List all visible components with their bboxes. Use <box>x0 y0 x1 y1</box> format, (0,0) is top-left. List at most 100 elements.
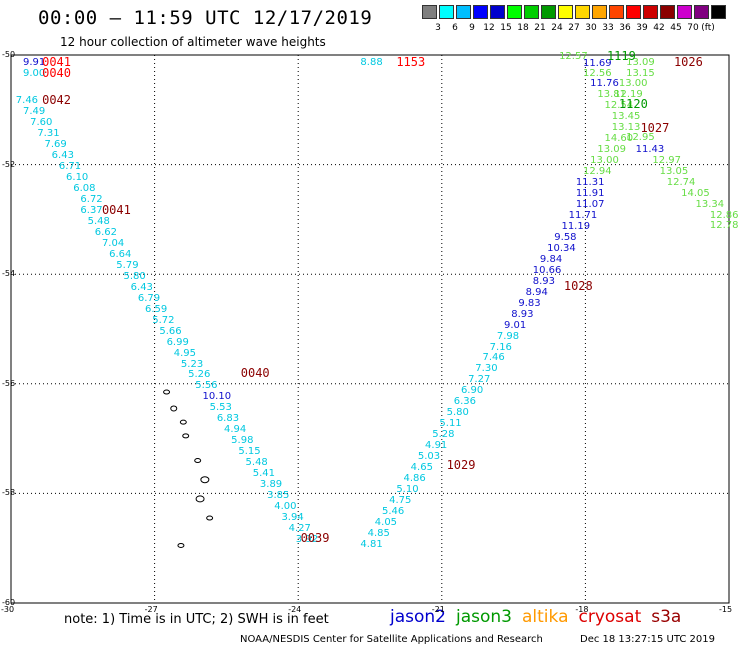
pass-time-label: 0039 <box>300 531 330 546</box>
scale-swatch <box>490 5 505 19</box>
wave-height-label: 5.56 <box>195 380 218 392</box>
pass-time-label: 0041 <box>42 54 72 69</box>
wave-height-label: 13.45 <box>611 111 641 123</box>
pass-time-label: 0041 <box>101 203 131 218</box>
wave-height-label: 6.10 <box>66 171 89 183</box>
footnote: note: 1) Time is in UTC; 2) SWH is in fe… <box>64 612 329 627</box>
island-outline <box>182 433 190 439</box>
wave-height-label: 6.71 <box>58 160 82 172</box>
wave-height-label: 7.49 <box>22 105 46 117</box>
island-outline <box>177 542 185 548</box>
island-outline <box>163 389 171 395</box>
wave-height-label: 4.86 <box>403 473 426 485</box>
scale-label: 70 <box>687 23 699 33</box>
credit-text: NOAA/NESDIS Center for Satellite Applica… <box>240 634 543 645</box>
scale-unit: (ft) <box>701 23 715 33</box>
scale-label: 15 <box>500 23 512 33</box>
pass-time-label: 0040 <box>240 365 270 380</box>
lon-tick-label: -18 <box>575 605 589 614</box>
scale-swatch <box>422 5 437 19</box>
scale-label: 18 <box>517 23 529 33</box>
wave-height-label: 5.48 <box>87 216 110 228</box>
island-outline <box>195 495 205 503</box>
plot-area: 9.91 9.00 7.46 7.49 7.60 7.31 7.69 6.43 6.71 6.10… <box>10 50 738 604</box>
scale-label: 24 <box>551 23 563 33</box>
wave-height-label: 13.00 <box>590 155 619 167</box>
wave-height-label: 6.83 <box>216 413 240 425</box>
wave-height-label: 4.27 <box>288 522 311 534</box>
wave-height-label: 13.81 <box>597 89 626 101</box>
wave-height-label: 4.00 <box>274 501 297 512</box>
lat-tick-label: -54 <box>2 269 16 279</box>
wave-height-label: 5.80 <box>446 407 469 419</box>
wave-height-label: 5.53 <box>209 402 232 414</box>
wave-height-label: 4.91 <box>425 440 448 452</box>
map-frame <box>10 54 730 604</box>
wave-height-label: 9.84 <box>539 253 563 265</box>
wave-height-label: 4.94 <box>224 424 247 436</box>
wave-height-label: 5.03 <box>417 451 441 463</box>
wave-height-label: 5.72 <box>152 314 175 326</box>
wave-height-label: 5.48 <box>245 457 268 469</box>
wave-height-label: 5.80 <box>123 270 146 282</box>
wave-height-label: 13.09 <box>626 56 655 68</box>
wave-height-label: 7.27 <box>468 374 491 386</box>
scale-swatch <box>558 5 573 19</box>
wave-height-label: 11.07 <box>575 199 605 211</box>
scale-swatch <box>439 5 454 19</box>
wave-height-label: 13.13 <box>611 122 641 134</box>
scale-label: 6 <box>452 23 458 33</box>
wave-height-label: 6.08 <box>73 182 96 194</box>
wave-height-label: 13.00 <box>618 78 648 90</box>
wave-height-label: 7.31 <box>37 127 60 139</box>
wave-height-label: 6.36 <box>453 396 477 408</box>
lon-tick-label: -15 <box>719 605 733 614</box>
wave-height-label: 6.43 <box>130 281 153 293</box>
wave-height-label: 5.26 <box>188 369 211 381</box>
pass-time-label: 1119 <box>606 49 636 64</box>
wave-height-label: 12.78 <box>709 219 739 231</box>
wave-height-label: 13.09 <box>597 144 626 156</box>
wave-height-label: 4.95 <box>173 347 196 359</box>
wave-height-label: 12.94 <box>583 166 612 178</box>
wave-height-label: 9.01 <box>504 319 527 331</box>
lon-tick-label: -30 <box>1 605 15 614</box>
wave-height-label: 6.72 <box>80 193 103 205</box>
scale-swatch <box>507 5 522 19</box>
wave-height-label: 11.43 <box>635 144 665 156</box>
scale-label: 33 <box>602 23 614 33</box>
wave-height-label: 14.60 <box>604 133 634 145</box>
lon-tick-label: -21 <box>431 605 445 614</box>
wave-height-label: 9.91 <box>22 56 46 68</box>
wave-height-label: 12.54 <box>604 100 634 112</box>
wave-height-label: 11.69 <box>583 57 612 69</box>
island-outline <box>170 405 178 412</box>
scale-swatch <box>592 5 607 19</box>
wave-height-label: 6.59 <box>145 303 168 315</box>
wave-height-label: 5.10 <box>396 484 419 496</box>
wave-height-label: 3.85 <box>267 490 290 502</box>
scale-label: 36 <box>619 23 631 33</box>
scale-swatch <box>609 5 624 19</box>
scale-label: 3 <box>435 23 441 33</box>
wave-height-label: 5.66 <box>159 325 182 337</box>
wave-height-label: 6.99 <box>166 336 189 348</box>
wave-height-label: 7.16 <box>489 341 512 353</box>
wave-height-label: 8.88 <box>360 56 383 68</box>
lat-tick-label: -58 <box>2 488 16 498</box>
pass-time-label: 1153 <box>396 54 426 69</box>
wave-height-label: 6.43 <box>51 149 74 161</box>
wave-height-label: 10.66 <box>532 264 562 276</box>
pass-time-label: 1027 <box>640 120 670 135</box>
wave-height-label: 14.05 <box>681 188 710 200</box>
wave-height-label: 8.94 <box>525 286 548 298</box>
wave-height-label: 5.15 <box>238 446 261 458</box>
wave-height-label: 10.10 <box>202 391 232 403</box>
pass-time-label: 1026 <box>673 54 703 69</box>
wave-height-label: 9.83 <box>518 297 541 309</box>
map-subtitle: 12 hour collection of altimeter wave hei… <box>60 35 326 49</box>
scale-label: 42 <box>653 23 665 33</box>
island-outline <box>179 419 187 425</box>
scale-label: 39 <box>636 23 648 33</box>
wave-height-label: 4.05 <box>374 516 398 528</box>
